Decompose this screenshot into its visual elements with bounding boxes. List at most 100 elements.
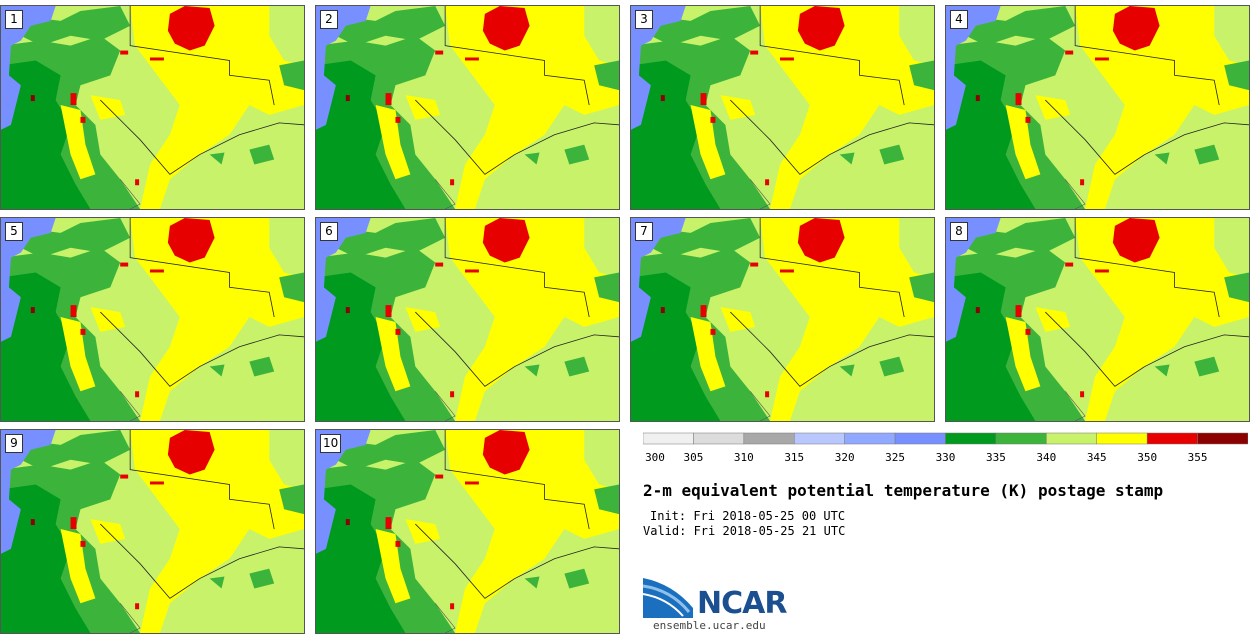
gulf-region bbox=[199, 553, 304, 633]
hot-spot-dark bbox=[660, 307, 665, 314]
hot-cluster bbox=[482, 218, 530, 263]
hot-spot bbox=[435, 262, 444, 267]
postage-stamp-map[interactable]: 1 bbox=[0, 5, 305, 210]
warm-band bbox=[760, 6, 934, 209]
postage-stamp-map[interactable]: 5 bbox=[0, 217, 305, 422]
coastline bbox=[100, 99, 304, 175]
stamp-number: 6 bbox=[320, 222, 338, 241]
cool-region bbox=[1, 218, 56, 342]
warm-patch-west bbox=[1005, 317, 1041, 392]
stamp-number: 4 bbox=[950, 10, 968, 29]
postage-stamp-map[interactable]: 7 bbox=[630, 217, 935, 422]
gulf-region bbox=[829, 129, 934, 209]
warm-band bbox=[445, 430, 619, 633]
hot-cluster bbox=[167, 6, 215, 51]
cool-region bbox=[946, 6, 1001, 130]
colorbar-tick-label: 300 bbox=[645, 451, 665, 464]
hot-spot bbox=[385, 93, 392, 106]
gulf-region bbox=[1144, 341, 1249, 421]
gulf-patch bbox=[1154, 364, 1170, 377]
site-url[interactable]: ensemble.ucar.edu bbox=[653, 619, 766, 632]
postage-stamp-map[interactable]: 9 bbox=[0, 429, 305, 634]
state-border bbox=[444, 6, 590, 106]
east-patch bbox=[1224, 272, 1249, 303]
border bbox=[1064, 179, 1086, 209]
gulf-patch bbox=[839, 364, 855, 377]
colorbar-swatch bbox=[894, 432, 946, 445]
postage-stamp-map[interactable]: 2 bbox=[315, 5, 620, 210]
hot-spot bbox=[1025, 328, 1031, 335]
hot-spot bbox=[1025, 116, 1031, 123]
gulf-patch bbox=[879, 356, 905, 377]
hot-spot-dark bbox=[345, 519, 350, 526]
gulf-patch bbox=[839, 152, 855, 165]
gulf-patch bbox=[1194, 144, 1220, 165]
terrain-green-dark bbox=[1, 60, 91, 209]
coastline bbox=[730, 311, 934, 387]
hot-spot bbox=[465, 269, 479, 273]
ne-lightgreen bbox=[269, 218, 304, 278]
hot-spot bbox=[395, 540, 401, 547]
colorbar-swatch bbox=[945, 432, 997, 445]
hot-spot bbox=[780, 269, 794, 273]
gulf-patch bbox=[879, 144, 905, 165]
hot-spot bbox=[150, 57, 164, 61]
east-patch bbox=[909, 60, 934, 91]
hot-spot bbox=[450, 391, 455, 398]
state-border bbox=[129, 218, 275, 318]
gulf-patch bbox=[209, 364, 225, 377]
hot-spot bbox=[80, 540, 86, 547]
east-patch bbox=[909, 272, 934, 303]
map-svg bbox=[946, 218, 1249, 421]
hot-spot bbox=[1015, 93, 1022, 106]
hot-cluster bbox=[167, 218, 215, 263]
gulf-region bbox=[514, 341, 619, 421]
gulf-patch bbox=[249, 568, 275, 589]
colorbar-swatch bbox=[844, 432, 896, 445]
postage-stamp-map[interactable]: 10 bbox=[315, 429, 620, 634]
hot-spot bbox=[80, 116, 86, 123]
terrain-green-north bbox=[20, 6, 131, 46]
hot-spot bbox=[710, 116, 716, 123]
gulf-patch bbox=[1154, 152, 1170, 165]
hot-spot-dark bbox=[975, 307, 980, 314]
warm-band bbox=[760, 218, 934, 421]
postage-stamp-map[interactable]: 8 bbox=[945, 217, 1250, 422]
gulf-patch bbox=[564, 144, 590, 165]
colorbar-tick-label: 345 bbox=[1087, 451, 1107, 464]
hot-spot bbox=[135, 603, 140, 610]
hot-spot bbox=[135, 391, 140, 398]
cool-region bbox=[316, 430, 371, 554]
colorbar-tick-label: 330 bbox=[936, 451, 956, 464]
warm-patch-west bbox=[60, 105, 96, 180]
east-patch bbox=[594, 60, 619, 91]
hot-spot bbox=[780, 57, 794, 61]
stamp-number: 8 bbox=[950, 222, 968, 241]
warm-patch-west bbox=[60, 529, 96, 604]
ne-lightgreen bbox=[899, 218, 934, 278]
east-patch bbox=[594, 272, 619, 303]
postage-stamp-map[interactable]: 6 bbox=[315, 217, 620, 422]
gulf-patch bbox=[524, 364, 540, 377]
colorbar-tick-label: 315 bbox=[784, 451, 804, 464]
gulf-region bbox=[514, 129, 619, 209]
postage-stamp-map[interactable]: 4 bbox=[945, 5, 1250, 210]
hot-spot bbox=[1095, 57, 1109, 61]
hot-spot bbox=[750, 262, 759, 267]
valid-time: Valid: Fri 2018-05-25 21 UTC bbox=[643, 524, 846, 538]
hot-spot bbox=[1065, 50, 1074, 55]
terrain-green-north bbox=[20, 218, 131, 258]
warm-patch-west bbox=[375, 529, 411, 604]
stamp-number: 3 bbox=[635, 10, 653, 29]
hot-spot bbox=[765, 179, 770, 186]
hot-spot bbox=[700, 305, 707, 318]
state-border bbox=[444, 430, 590, 530]
map-svg bbox=[631, 6, 934, 209]
terrain-green-dark bbox=[1, 484, 91, 633]
postage-stamp-map[interactable]: 3 bbox=[630, 5, 935, 210]
hot-spot bbox=[1065, 262, 1074, 267]
east-patch bbox=[594, 484, 619, 515]
gulf-region bbox=[514, 553, 619, 633]
init-time: Init: Fri 2018-05-25 00 UTC bbox=[650, 509, 846, 523]
hot-spot bbox=[435, 474, 444, 479]
